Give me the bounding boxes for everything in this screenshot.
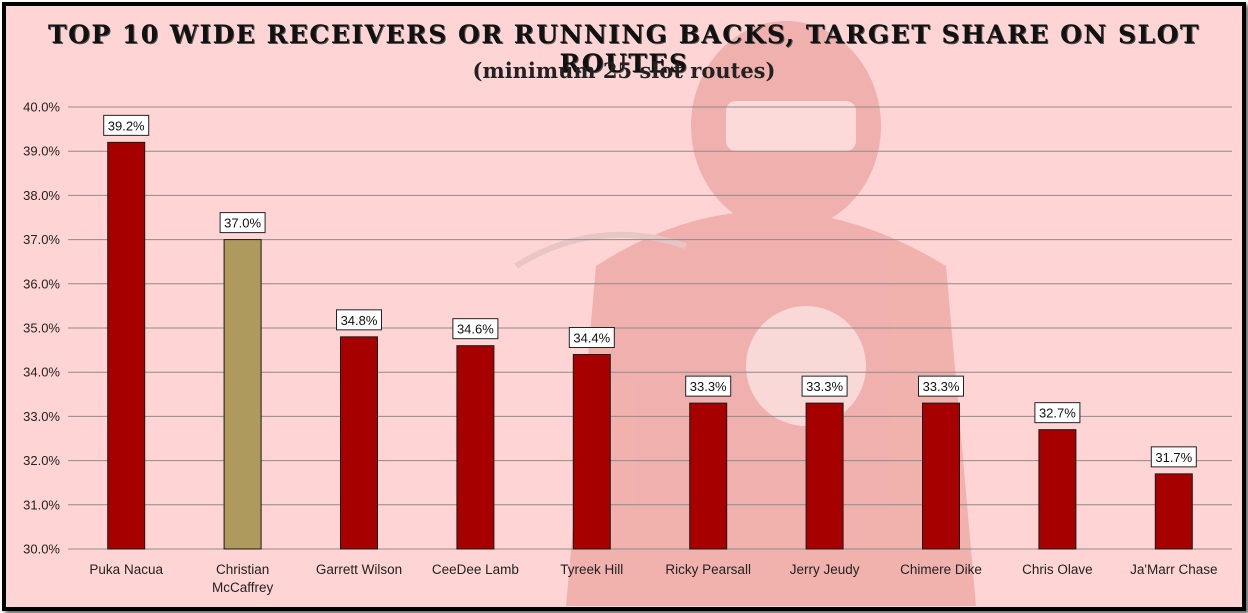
bar — [456, 345, 495, 550]
data-label-box — [219, 212, 266, 234]
bar — [805, 402, 844, 550]
data-label: 31.7% — [1155, 450, 1192, 465]
y-tick-label: 40.0% — [23, 100, 60, 115]
chart-title: TOP 10 WIDE RECEIVERS OR RUNNING BACKS, … — [48, 20, 1200, 78]
data-label: 39.2% — [108, 118, 145, 133]
y-tick-label: 33.0% — [23, 409, 60, 424]
y-tick-label: 39.0% — [23, 144, 60, 159]
y-tick-label: 34.0% — [23, 365, 60, 380]
y-tick-label: 36.0% — [23, 276, 60, 291]
data-label-box — [336, 309, 382, 331]
x-category-label: Chris Olave — [1022, 562, 1093, 577]
chart-subtitle: (minimum 25 slot routes) — [472, 58, 776, 83]
bar — [922, 402, 960, 550]
bar — [340, 336, 378, 550]
bar — [1038, 429, 1077, 550]
y-tick-label: 31.0% — [23, 497, 60, 512]
data-label: 37.0% — [224, 216, 261, 231]
y-tick-label: 32.0% — [23, 453, 60, 468]
bar-chart: 30.0% 31.0% 32.0% 33.0% 34.0% 35.0% 36.0% 37.0%… — [23, 100, 1232, 595]
x-category-label: Garrett Wilson — [316, 562, 402, 577]
bar — [223, 239, 262, 550]
x-category-label: Ricky Pearsall — [665, 562, 751, 577]
data-label-box — [801, 375, 848, 397]
bar — [689, 402, 728, 550]
data-label: 34.6% — [457, 322, 494, 337]
data-label-box — [452, 318, 499, 340]
y-tick-label: 35.0% — [23, 321, 60, 336]
x-category-label: Christian — [216, 562, 269, 577]
x-category-label: Tyreek Hill — [560, 562, 623, 577]
x-category-label: Chimere Dike — [900, 562, 982, 577]
y-tick-label: 38.0% — [23, 188, 60, 203]
x-category-label: Puka Nacua — [89, 562, 163, 577]
x-category-label: Ja'Marr Chase — [1130, 562, 1217, 577]
data-label-box — [103, 114, 150, 136]
bar — [1154, 473, 1193, 550]
data-label: 33.3% — [806, 379, 843, 394]
data-label: 33.3% — [923, 379, 960, 394]
data-label: 34.8% — [341, 313, 378, 328]
data-label-box — [568, 327, 615, 349]
data-label-box — [1150, 446, 1197, 468]
y-tick-label: 37.0% — [23, 232, 60, 247]
data-label: 34.4% — [573, 331, 610, 346]
data-label-box — [685, 375, 732, 397]
data-label: 32.7% — [1039, 406, 1076, 421]
bar — [572, 354, 611, 550]
x-category-label: Jerry Jeudy — [790, 562, 860, 577]
x-category-label: CeeDee Lamb — [432, 562, 519, 577]
data-label-box — [1034, 402, 1081, 424]
data-label: 33.3% — [690, 379, 727, 394]
bar — [107, 141, 146, 550]
x-category-label: McCaffrey — [212, 580, 274, 595]
data-label-box — [918, 375, 964, 397]
y-tick-label: 30.0% — [23, 542, 60, 557]
